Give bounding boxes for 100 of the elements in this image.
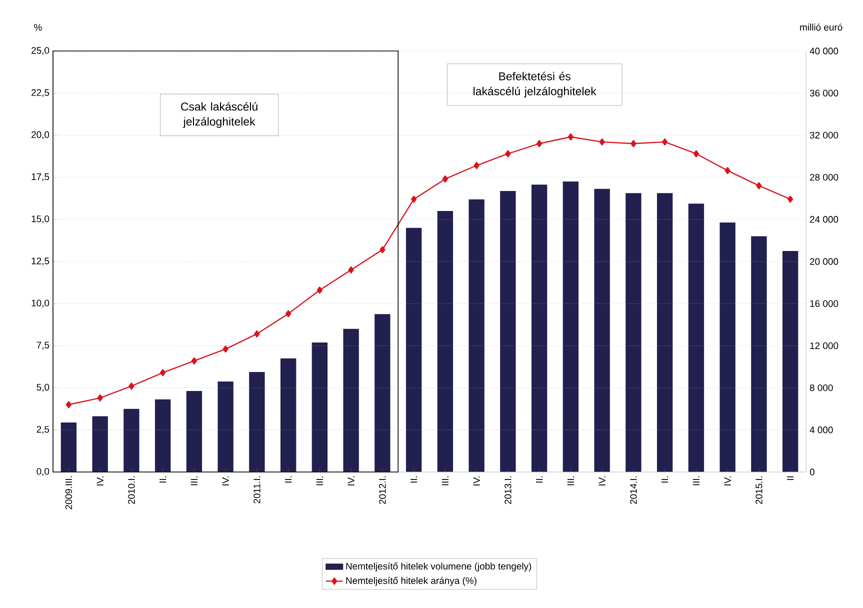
- point: [756, 182, 762, 190]
- bar: [186, 390, 202, 472]
- point: [222, 345, 228, 353]
- bar: [720, 222, 736, 472]
- y2-tick-label: 12 000: [810, 342, 838, 350]
- point: [442, 175, 448, 183]
- point: [128, 382, 134, 390]
- bar: [751, 236, 767, 472]
- bar: [688, 204, 704, 472]
- point: [474, 162, 480, 170]
- x-tick-label: 2015.I.: [756, 476, 762, 504]
- x-tick-label: IV.: [96, 476, 104, 486]
- bar: [782, 250, 798, 472]
- point: [536, 140, 542, 148]
- bar: [500, 190, 516, 472]
- point: [66, 401, 72, 408]
- bar: [124, 408, 140, 472]
- point: [410, 196, 417, 203]
- y-tick-label: 10,0: [32, 300, 50, 308]
- bar: [656, 193, 673, 472]
- y2-axis-title: millió euró: [800, 24, 842, 31]
- bar: [249, 372, 265, 472]
- point: [160, 369, 166, 376]
- bar: [218, 381, 234, 472]
- y-tick-label: 17,5: [32, 173, 50, 182]
- annotation: Csak lakáscélú jelzáloghitelek: [181, 102, 258, 128]
- point: [254, 330, 260, 338]
- x-tick-label: IV.: [598, 476, 606, 486]
- x-tick-label: 2014.I.: [630, 476, 637, 504]
- y2-tick-label: 36 000: [810, 90, 838, 96]
- y2-tick-label: 32 000: [810, 132, 838, 139]
- bar: [594, 188, 610, 472]
- x-tick-label: III.: [190, 476, 198, 486]
- bar: [154, 399, 171, 472]
- y-tick-label: 22,5: [32, 89, 50, 98]
- y-tick-label: 0,0: [36, 468, 50, 476]
- bar: [531, 184, 548, 472]
- point: [97, 394, 103, 402]
- point: [568, 133, 574, 140]
- point: [191, 357, 198, 364]
- x-tick-label: 2009.III.: [65, 476, 72, 510]
- x-tick-label: III.: [692, 476, 700, 486]
- point: [787, 196, 794, 203]
- x-tick-label: 2010.I.: [128, 476, 135, 504]
- point: [724, 166, 730, 174]
- legend-label: Nemteljesítő hitelek aránya (%): [346, 576, 476, 586]
- y-tick-label: 12,5: [32, 258, 50, 266]
- y-tick-label: 7,5: [36, 342, 50, 350]
- x-tick-label: 2011.I.: [254, 476, 260, 504]
- y2-tick-label: 40 000: [810, 48, 838, 54]
- y2-tick-label: 0: [810, 468, 814, 476]
- point: [316, 286, 323, 294]
- legend-label: Nemteljesítő hitelek volumene (jobb tengely): [346, 562, 532, 572]
- y-axis-title: %: [34, 24, 42, 31]
- point: [662, 138, 668, 146]
- x-tick-label: II.: [662, 476, 668, 483]
- point: [505, 150, 511, 158]
- y2-tick-label: 28 000: [810, 174, 838, 181]
- x-tick-label: 2012.I.: [379, 476, 386, 504]
- y2-tick-label: 20 000: [810, 258, 838, 265]
- y2-tick-label: 8 000: [810, 384, 833, 392]
- y-tick-label: 5,0: [36, 384, 50, 392]
- x-tick-label: II.: [410, 476, 418, 483]
- bar: [280, 358, 296, 472]
- point: [599, 138, 605, 146]
- bar: [312, 342, 328, 472]
- point: [630, 140, 636, 148]
- x-tick-label: IV.: [348, 476, 354, 486]
- x-tick-label: 2013.I.: [504, 476, 512, 504]
- x-tick-label: IV.: [473, 476, 480, 486]
- bar: [343, 328, 359, 472]
- y-tick-label: 20,0: [32, 131, 50, 140]
- x-tick-label: II.: [160, 476, 166, 483]
- y-tick-label: 2,5: [36, 426, 50, 434]
- y2-tick-label: 4 000: [810, 426, 833, 434]
- y-tick-label: 25,0: [32, 47, 50, 55]
- x-tick-label: III.: [316, 476, 323, 486]
- bar: [468, 199, 484, 472]
- y2-tick-label: 16 000: [810, 300, 838, 307]
- point: [693, 150, 700, 158]
- y2-tick-label: 24 000: [810, 216, 838, 223]
- point: [348, 266, 354, 274]
- x-tick-label: IV.: [724, 476, 731, 486]
- bar: [626, 193, 642, 472]
- x-tick-label: II.: [285, 476, 292, 483]
- x-tick-label: II: [787, 476, 794, 480]
- point: [380, 246, 386, 254]
- bar: [406, 228, 422, 472]
- annotation: Befektetési és lakáscélú jelzáloghitelek: [474, 72, 596, 98]
- x-tick-label: III.: [567, 476, 574, 486]
- y-tick-label: 15,0: [32, 215, 50, 224]
- x-tick-label: II.: [536, 476, 543, 483]
- bar: [374, 314, 390, 472]
- bar: [562, 182, 579, 472]
- point: [285, 310, 292, 318]
- x-tick-label: III.: [442, 476, 448, 486]
- bar: [92, 416, 108, 472]
- bar: [437, 210, 454, 472]
- bar: [60, 422, 77, 472]
- x-tick-label: IV.: [222, 476, 229, 486]
